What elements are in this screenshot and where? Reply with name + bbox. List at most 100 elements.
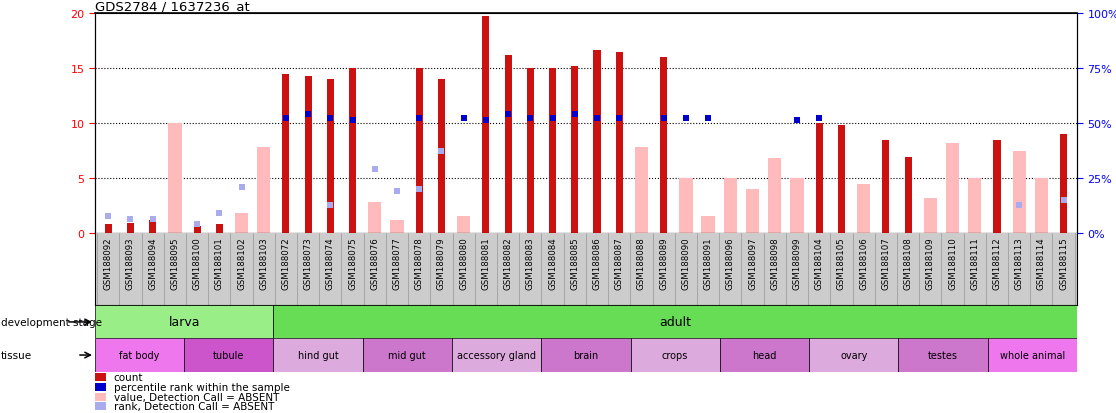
Text: GSM188095: GSM188095 <box>171 237 180 290</box>
Bar <box>1060 135 1067 233</box>
Bar <box>571 67 578 233</box>
Bar <box>282 75 289 233</box>
Text: GSM188111: GSM188111 <box>970 237 979 290</box>
Text: accessory gland: accessory gland <box>458 350 536 360</box>
Text: GSM188089: GSM188089 <box>660 237 668 290</box>
Bar <box>541 339 631 372</box>
Bar <box>150 220 156 233</box>
Text: GSM188078: GSM188078 <box>415 237 424 290</box>
Text: ovary: ovary <box>840 350 867 360</box>
Text: GSM188082: GSM188082 <box>503 237 512 290</box>
Bar <box>257 148 270 233</box>
Text: value, Detection Call = ABSENT: value, Detection Call = ABSENT <box>114 392 279 402</box>
Text: GSM188092: GSM188092 <box>104 237 113 290</box>
Bar <box>790 178 804 233</box>
Text: GSM188085: GSM188085 <box>570 237 579 290</box>
Text: GSM188075: GSM188075 <box>348 237 357 290</box>
Bar <box>905 158 912 233</box>
Text: GSM188093: GSM188093 <box>126 237 135 290</box>
Bar <box>993 140 1001 233</box>
Text: GSM188076: GSM188076 <box>371 237 379 290</box>
Text: count: count <box>114 372 143 382</box>
Text: GSM188105: GSM188105 <box>837 237 846 290</box>
Bar <box>857 184 870 233</box>
Text: rank, Detection Call = ABSENT: rank, Detection Call = ABSENT <box>114 401 275 411</box>
Text: GSM188072: GSM188072 <box>281 237 290 290</box>
Bar <box>215 225 223 233</box>
Text: GSM188096: GSM188096 <box>725 237 734 290</box>
Text: mid gut: mid gut <box>388 350 426 360</box>
Bar <box>437 80 445 233</box>
Bar <box>95 383 106 391</box>
Bar <box>193 227 201 233</box>
Bar <box>452 339 541 372</box>
Bar <box>702 217 714 233</box>
Bar <box>169 124 182 233</box>
Bar <box>363 339 452 372</box>
Text: GSM188112: GSM188112 <box>992 237 1001 290</box>
Bar <box>234 214 248 233</box>
Text: GSM188102: GSM188102 <box>237 237 246 290</box>
Bar <box>635 148 648 233</box>
Text: GSM188110: GSM188110 <box>947 237 958 290</box>
Bar <box>720 339 809 372</box>
Bar <box>660 58 667 233</box>
Bar <box>527 69 533 233</box>
Bar <box>368 203 382 233</box>
Bar <box>968 178 981 233</box>
Bar <box>924 198 937 233</box>
Text: GSM188081: GSM188081 <box>481 237 490 290</box>
Bar <box>768 159 781 233</box>
Bar <box>415 69 423 233</box>
Text: crops: crops <box>662 350 689 360</box>
Text: GSM188087: GSM188087 <box>615 237 624 290</box>
Bar <box>273 306 1077 339</box>
Text: GSM188113: GSM188113 <box>1014 237 1023 290</box>
Text: GSM188104: GSM188104 <box>815 237 824 290</box>
Bar <box>809 339 898 372</box>
Text: GSM188086: GSM188086 <box>593 237 602 290</box>
Text: GSM188084: GSM188084 <box>548 237 557 290</box>
Bar <box>680 178 693 233</box>
Text: GSM188107: GSM188107 <box>882 237 891 290</box>
Bar <box>745 190 759 233</box>
Text: GDS2784 / 1637236_at: GDS2784 / 1637236_at <box>95 0 250 13</box>
Bar <box>816 124 822 233</box>
Bar <box>594 50 600 233</box>
Text: GSM188088: GSM188088 <box>637 237 646 290</box>
Bar <box>616 53 623 233</box>
Text: tubule: tubule <box>213 350 244 360</box>
Text: GSM188106: GSM188106 <box>859 237 868 290</box>
Text: GSM188097: GSM188097 <box>748 237 757 290</box>
Bar <box>504 56 512 233</box>
Text: GSM188100: GSM188100 <box>193 237 202 290</box>
Bar <box>327 80 334 233</box>
Text: adult: adult <box>660 316 691 329</box>
Text: GSM188079: GSM188079 <box>437 237 446 290</box>
Bar <box>482 17 490 233</box>
Bar <box>127 223 134 233</box>
Bar <box>391 220 404 233</box>
Bar <box>458 217 470 233</box>
Bar <box>549 69 556 233</box>
Bar <box>184 339 273 372</box>
Text: GSM188103: GSM188103 <box>259 237 268 290</box>
Text: brain: brain <box>574 350 598 360</box>
Bar <box>95 373 106 381</box>
Bar <box>95 339 184 372</box>
Text: testes: testes <box>929 350 958 360</box>
Bar <box>95 306 273 339</box>
Bar <box>95 402 106 410</box>
Text: GSM188090: GSM188090 <box>682 237 691 290</box>
Bar <box>631 339 720 372</box>
Bar <box>946 144 959 233</box>
Text: GSM188094: GSM188094 <box>148 237 157 290</box>
Text: GSM188108: GSM188108 <box>904 237 913 290</box>
Text: GSM188115: GSM188115 <box>1059 237 1068 290</box>
Bar <box>1035 178 1048 233</box>
Bar <box>349 69 356 233</box>
Text: GSM188073: GSM188073 <box>304 237 312 290</box>
Bar <box>273 339 363 372</box>
Text: whole animal: whole animal <box>1000 350 1065 360</box>
Bar <box>95 393 106 401</box>
